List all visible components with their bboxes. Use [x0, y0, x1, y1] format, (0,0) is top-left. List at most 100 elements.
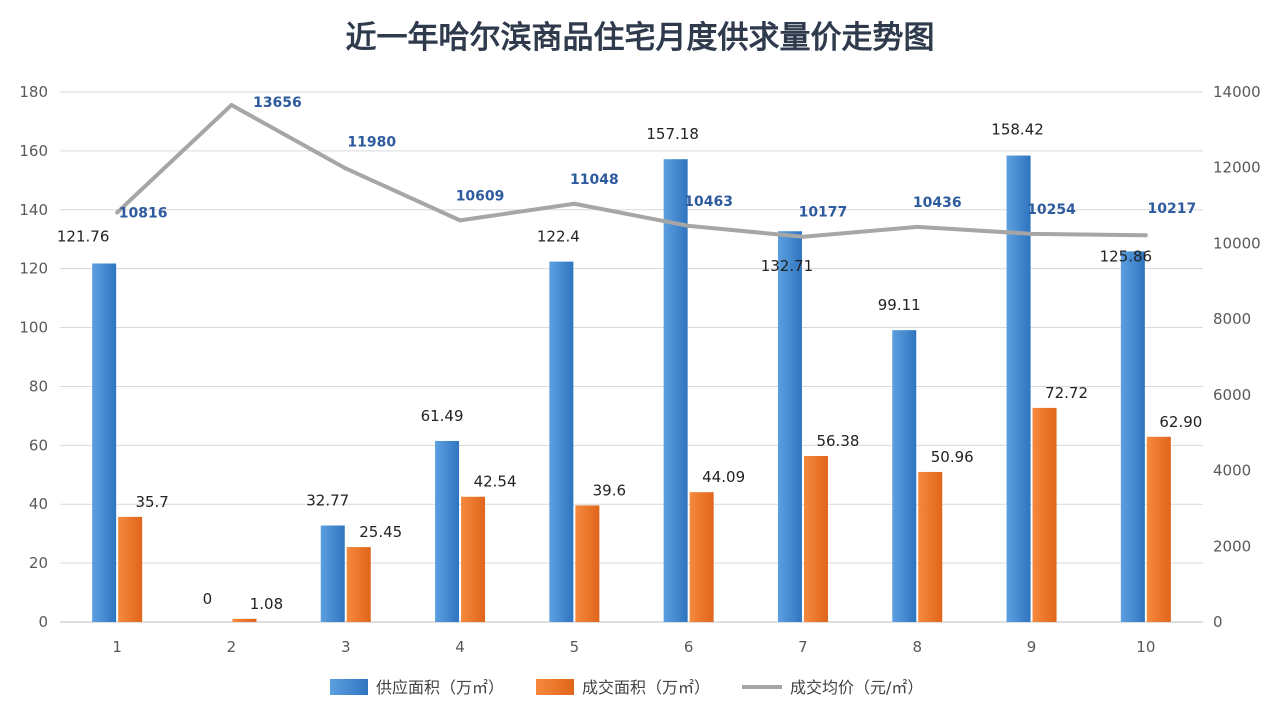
x-tick-label: 1 — [112, 638, 122, 656]
price-data-label: 10177 — [799, 205, 848, 221]
price-data-label: 10816 — [119, 206, 168, 222]
price-point — [572, 201, 577, 206]
bars — [92, 155, 1171, 623]
price-data-label: 10217 — [1147, 201, 1196, 217]
price-point — [343, 166, 348, 171]
price-point — [1143, 233, 1148, 238]
chart-title: 近一年哈尔滨商品住宅月度供求量价走势图 — [346, 20, 935, 56]
deal-data-label: 50.96 — [931, 448, 974, 466]
deal-data-label: 35.7 — [135, 493, 168, 511]
price-data-label: 10436 — [913, 195, 962, 211]
legend-label-price: 成交均价（元/㎡） — [790, 678, 923, 697]
deal-data-label: 1.08 — [250, 595, 283, 613]
y-right-tick-label: 4000 — [1213, 462, 1251, 480]
x-tick-label: 8 — [912, 638, 922, 656]
deal-data-label: 44.09 — [702, 468, 745, 486]
x-tick-label: 9 — [1027, 638, 1037, 656]
bar-deal — [803, 455, 828, 622]
deal-data-label: 39.6 — [593, 481, 626, 499]
deal-data-label: 62.90 — [1159, 413, 1202, 431]
supply-data-label: 99.11 — [878, 296, 921, 314]
y-left-tick-label: 120 — [19, 260, 48, 278]
x-tick-label: 10 — [1136, 638, 1155, 656]
price-data-label: 11048 — [570, 172, 619, 188]
bar-deal — [232, 618, 257, 622]
supply-data-label: 122.4 — [537, 228, 580, 246]
bar-supply — [92, 263, 117, 622]
bar-deal — [689, 492, 714, 622]
y-right-tick-label: 0 — [1213, 613, 1223, 631]
grid — [60, 91, 1203, 623]
legend-label-supply: 供应面积（万㎡） — [376, 678, 504, 697]
bar-deal — [1032, 407, 1057, 622]
bar-supply — [663, 159, 688, 623]
price-point — [1029, 231, 1034, 236]
price-line-path — [115, 103, 1146, 239]
y-right-tick-label: 8000 — [1213, 310, 1251, 328]
y-right-tick-label: 10000 — [1213, 234, 1261, 252]
supply-data-label: 157.18 — [646, 125, 699, 143]
price-point — [800, 234, 805, 239]
x-axis: 1 2 3 4 5 6 7 8 9 10 — [112, 638, 1155, 656]
price-data-label: 11980 — [347, 134, 396, 150]
price-point — [686, 223, 691, 228]
bar-deal — [346, 547, 371, 622]
y-left-tick-label: 160 — [19, 142, 48, 160]
price-point — [915, 224, 920, 229]
y-right-tick-label: 14000 — [1213, 83, 1261, 101]
legend-swatch-deal — [536, 679, 574, 695]
bar-supply — [1006, 155, 1031, 622]
supply-data-label: 158.42 — [991, 121, 1044, 139]
bar-supply — [549, 261, 574, 622]
bar-supply — [892, 330, 917, 622]
y-right-tick-label: 2000 — [1213, 537, 1251, 555]
bar-supply — [1120, 251, 1145, 622]
x-tick-label: 4 — [455, 638, 465, 656]
bar-deal — [461, 496, 486, 622]
supply-data-label: 61.49 — [421, 407, 464, 425]
y-right-tick-label: 6000 — [1213, 386, 1251, 404]
y-axis-right: 0 2000 4000 6000 8000 10000 12000 14000 — [1213, 83, 1261, 631]
bar-deal — [575, 505, 600, 622]
price-data-label: 10609 — [456, 188, 505, 204]
y-left-tick-label: 60 — [29, 436, 48, 454]
y-left-tick-label: 80 — [29, 377, 48, 395]
bar-supply — [777, 231, 802, 622]
supply-data-label: 32.77 — [306, 492, 349, 510]
supply-data-label: 132.71 — [761, 257, 814, 275]
deal-data-label: 56.38 — [816, 432, 859, 450]
data-labels: 121.76 0 32.77 61.49 122.4 157.18 132.71 99.11 1… — [57, 95, 1202, 613]
y-left-tick-label: 20 — [29, 554, 48, 572]
deal-data-label: 72.72 — [1045, 384, 1088, 402]
deal-data-label: 42.54 — [474, 473, 517, 491]
y-axis-left: 0 20 40 60 80 100 120 140 160 180 — [19, 83, 48, 631]
y-left-tick-label: 100 — [19, 319, 48, 337]
x-tick-label: 2 — [227, 638, 237, 656]
price-data-label: 10463 — [684, 194, 733, 210]
price-data-label: 13656 — [253, 95, 302, 111]
legend-label-deal: 成交面积（万㎡） — [582, 678, 710, 697]
x-tick-label: 3 — [341, 638, 351, 656]
x-tick-label: 7 — [798, 638, 808, 656]
bar-deal — [918, 471, 943, 622]
legend: 供应面积（万㎡） 成交面积（万㎡） 成交均价（元/㎡） — [330, 678, 923, 697]
y-left-tick-label: 180 — [19, 83, 48, 101]
bar-deal — [1146, 436, 1171, 622]
y-left-tick-label: 0 — [38, 613, 48, 631]
supply-data-label: 0 — [203, 590, 213, 608]
y-right-tick-label: 12000 — [1213, 159, 1261, 177]
price-point — [115, 210, 120, 215]
bar-deal — [118, 516, 143, 622]
deal-data-label: 25.45 — [359, 523, 402, 541]
price-line — [115, 103, 1148, 239]
price-data-label: 10254 — [1027, 202, 1076, 218]
bar-supply — [435, 440, 460, 622]
y-left-tick-label: 140 — [19, 201, 48, 219]
supply-data-label: 125.86 — [1100, 247, 1153, 265]
supply-data-label: 121.76 — [57, 227, 110, 245]
price-point — [458, 218, 463, 223]
y-left-tick-label: 40 — [29, 495, 48, 513]
price-point — [229, 103, 234, 108]
x-tick-label: 6 — [684, 638, 694, 656]
